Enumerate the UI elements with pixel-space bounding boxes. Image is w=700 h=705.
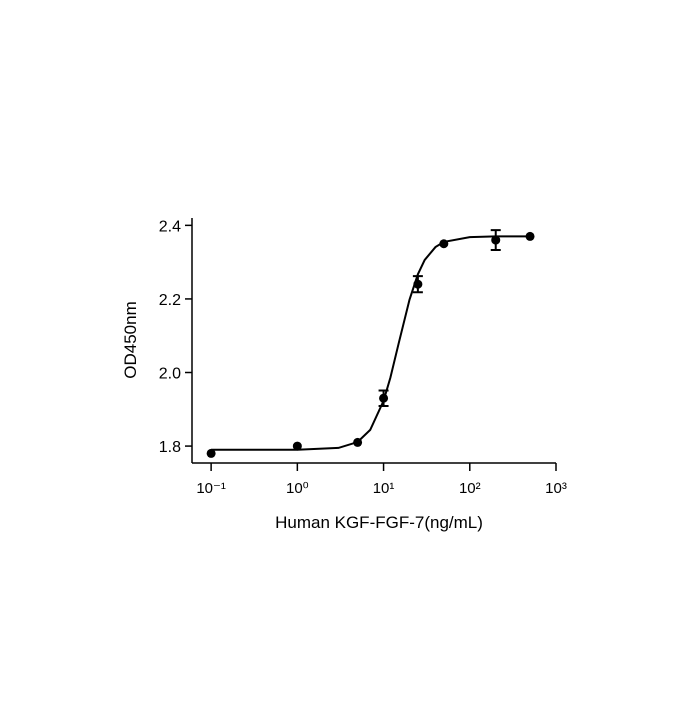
- y-tick-label: 2.4: [159, 218, 181, 235]
- data-point: [292, 441, 302, 451]
- x-axis-label: Human KGF-FGF-7(ng/mL): [275, 513, 483, 532]
- x-tick-label: 10²: [459, 480, 481, 497]
- y-axis-label: OD450nm: [121, 301, 140, 378]
- y-tick-label: 2.2: [159, 292, 181, 309]
- data-point: [379, 393, 389, 403]
- data-point: [413, 279, 423, 289]
- y-tick-label: 1.8: [159, 439, 181, 456]
- y-tick-label: 2.0: [159, 366, 181, 383]
- data-point: [206, 448, 216, 458]
- data-point: [353, 437, 363, 447]
- data-point: [491, 235, 501, 245]
- data-point: [525, 231, 535, 241]
- x-tick-label: 10⁰: [286, 480, 309, 497]
- data-point: [439, 239, 449, 249]
- fit-curve: [211, 235, 531, 451]
- x-tick-label: 10¹: [373, 480, 395, 497]
- x-tick-label: 10³: [545, 480, 567, 497]
- x-tick-label: 10⁻¹: [196, 480, 226, 497]
